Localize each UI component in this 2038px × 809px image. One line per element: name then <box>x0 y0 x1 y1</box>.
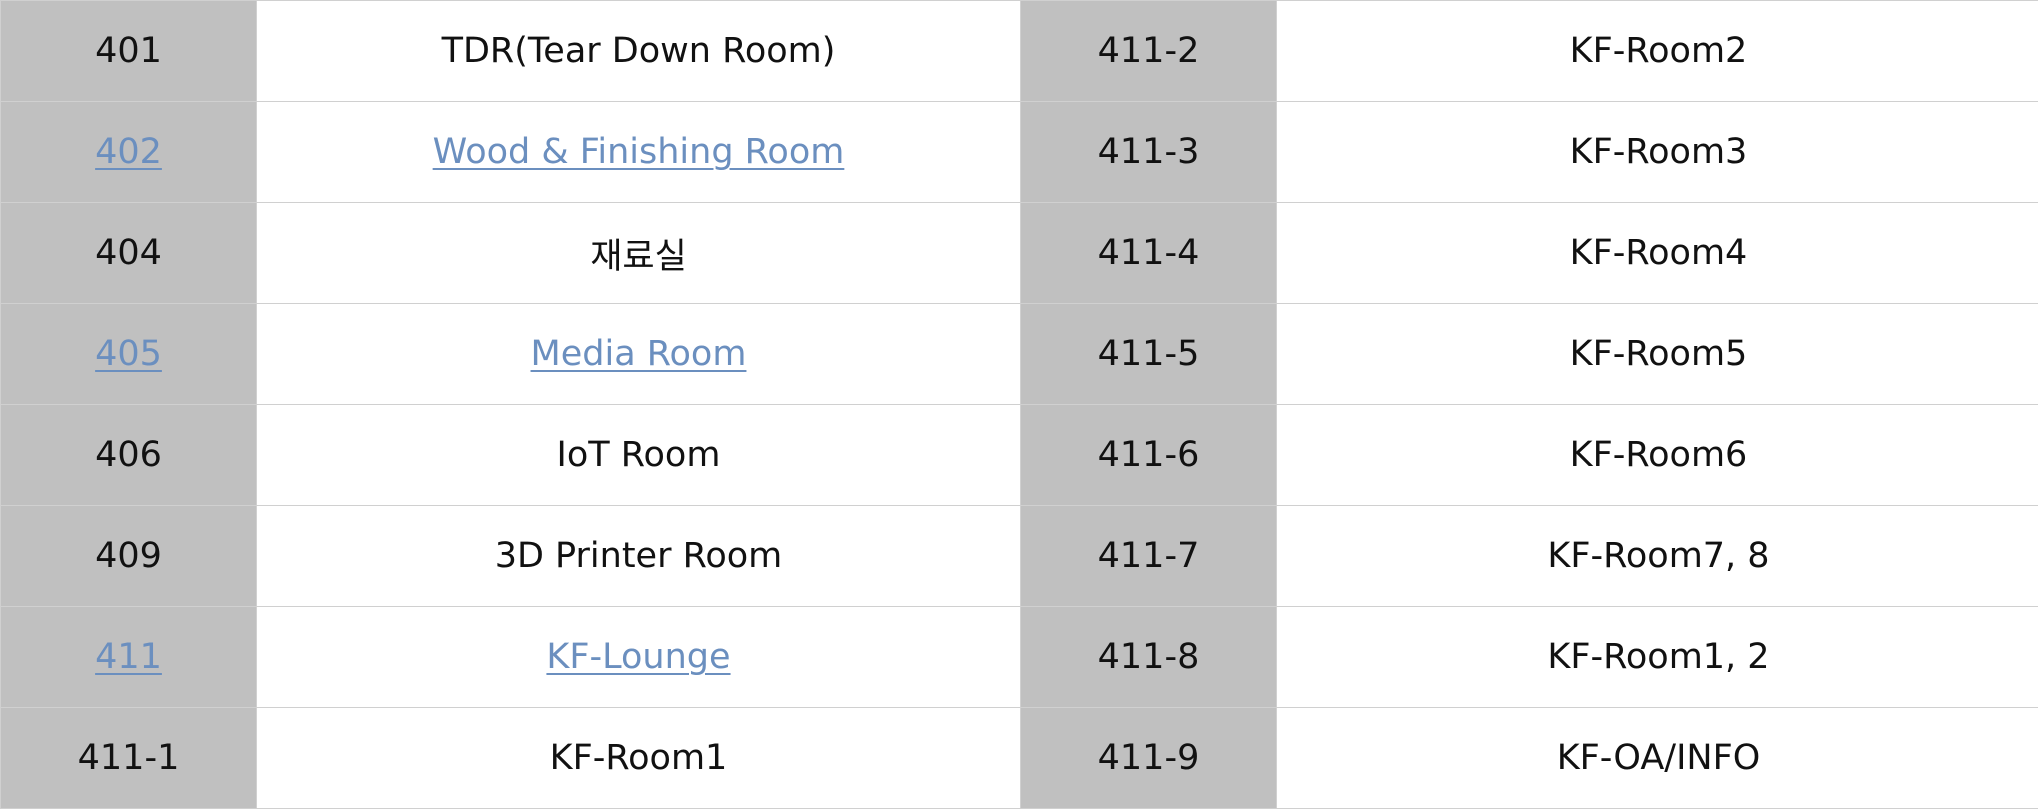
room-number: 411-6 <box>1098 435 1200 475</box>
room-number: 411-7 <box>1098 536 1200 576</box>
room-name: KF-Room3 <box>1570 132 1748 172</box>
table-row: 405 Media Room 411-5 KF-Room5 <box>1 304 2038 405</box>
room-name-cell: KF-Room4 <box>1277 203 2038 304</box>
room-number-cell: 411-7 <box>1021 506 1277 607</box>
room-name-cell: Wood & Finishing Room <box>257 102 1021 203</box>
table-row: 409 3D Printer Room 411-7 KF-Room7, 8 <box>1 506 2038 607</box>
room-number-cell: 409 <box>1 506 257 607</box>
room-number-cell: 411 <box>1 607 257 708</box>
room-number-cell: 411-2 <box>1021 1 1277 102</box>
room-number-link-402[interactable]: 402 <box>95 132 162 172</box>
room-number-cell: 402 <box>1 102 257 203</box>
room-number: 409 <box>95 536 162 576</box>
room-name-cell: KF-OA/INFO <box>1277 708 2038 809</box>
room-number-cell: 406 <box>1 405 257 506</box>
room-name-cell: KF-Room7, 8 <box>1277 506 2038 607</box>
room-number-cell: 401 <box>1 1 257 102</box>
room-name: IoT Room <box>557 435 721 475</box>
room-name-cell: Media Room <box>257 304 1021 405</box>
table-row: 402 Wood & Finishing Room 411-3 KF-Room3 <box>1 102 2038 203</box>
room-name-cell: TDR(Tear Down Room) <box>257 1 1021 102</box>
room-number-cell: 405 <box>1 304 257 405</box>
room-number-cell: 411-6 <box>1021 405 1277 506</box>
room-number: 404 <box>95 233 162 273</box>
room-number: 401 <box>95 31 162 71</box>
room-number: 411-1 <box>78 738 180 778</box>
room-number: 406 <box>95 435 162 475</box>
table-row: 411-1 KF-Room1 411-9 KF-OA/INFO <box>1 708 2038 809</box>
room-name-link-media-room[interactable]: Media Room <box>531 334 747 374</box>
room-name: KF-OA/INFO <box>1557 738 1761 778</box>
room-name: KF-Room1 <box>550 738 728 778</box>
room-name-cell: KF-Room1 <box>257 708 1021 809</box>
room-name-cell: KF-Room5 <box>1277 304 2038 405</box>
room-name: KF-Room4 <box>1570 233 1748 273</box>
room-name-cell: KF-Room6 <box>1277 405 2038 506</box>
room-name: KF-Room6 <box>1570 435 1748 475</box>
room-name-cell: KF-Room3 <box>1277 102 2038 203</box>
room-number-cell: 411-9 <box>1021 708 1277 809</box>
room-number: 411-2 <box>1098 31 1200 71</box>
room-name-cell: KF-Lounge <box>257 607 1021 708</box>
room-number-cell: 411-3 <box>1021 102 1277 203</box>
room-number: 411-9 <box>1098 738 1200 778</box>
room-number: 411-3 <box>1098 132 1200 172</box>
room-name: KF-Room5 <box>1570 334 1748 374</box>
table-row: 401 TDR(Tear Down Room) 411-2 KF-Room2 <box>1 1 2038 102</box>
room-number: 411-8 <box>1098 637 1200 677</box>
room-name-link-kf-lounge[interactable]: KF-Lounge <box>546 637 730 677</box>
room-number-cell: 411-5 <box>1021 304 1277 405</box>
room-number-cell: 411-1 <box>1 708 257 809</box>
room-name-cell: IoT Room <box>257 405 1021 506</box>
room-name-cell: 재료실 <box>257 203 1021 304</box>
table-row: 406 IoT Room 411-6 KF-Room6 <box>1 405 2038 506</box>
room-number-link-405[interactable]: 405 <box>95 334 162 374</box>
room-number-link-411[interactable]: 411 <box>95 637 162 677</box>
room-name-link-wood-finishing[interactable]: Wood & Finishing Room <box>433 132 845 172</box>
room-name: 3D Printer Room <box>495 536 783 576</box>
table-row: 411 KF-Lounge 411-8 KF-Room1, 2 <box>1 607 2038 708</box>
room-number-cell: 404 <box>1 203 257 304</box>
room-name: 재료실 <box>590 237 687 277</box>
room-name: KF-Room2 <box>1570 31 1748 71</box>
table-row: 404 재료실 411-4 KF-Room4 <box>1 203 2038 304</box>
room-number: 411-4 <box>1098 233 1200 273</box>
room-number: 411-5 <box>1098 334 1200 374</box>
room-name: TDR(Tear Down Room) <box>442 31 836 71</box>
room-name-cell: KF-Room2 <box>1277 1 2038 102</box>
room-name-cell: 3D Printer Room <box>257 506 1021 607</box>
room-name: KF-Room1, 2 <box>1547 637 1769 677</box>
room-number-cell: 411-8 <box>1021 607 1277 708</box>
room-name: KF-Room7, 8 <box>1547 536 1769 576</box>
room-number-cell: 411-4 <box>1021 203 1277 304</box>
room-name-cell: KF-Room1, 2 <box>1277 607 2038 708</box>
